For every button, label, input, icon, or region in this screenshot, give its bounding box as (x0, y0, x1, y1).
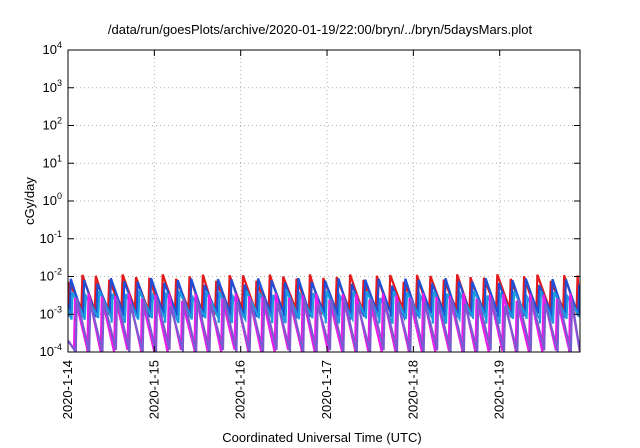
x-tick-label: 2020-1-16 (233, 360, 248, 419)
x-tick-label: 2020-1-14 (60, 360, 75, 419)
series-line (68, 289, 580, 325)
y-tick-label: 100 (43, 191, 62, 208)
y-tick-label: 102 (43, 116, 62, 133)
y-tick-label: 10-1 (40, 229, 62, 246)
x-axis: 2020-1-14 2020-1-15 2020-1-16 2020-1-17 2020… (60, 50, 507, 419)
y-tick-label: 10-4 (40, 342, 62, 359)
y-tick-label: 104 (43, 40, 62, 57)
y-tick-label: 101 (43, 153, 62, 170)
chart-title: /data/run/goesPlots/archive/2020-01-19/2… (108, 22, 533, 37)
x-axis-label: Coordinated Universal Time (UTC) (222, 430, 421, 445)
series-line (68, 277, 580, 322)
y-tick-label: 103 (43, 78, 62, 95)
x-tick-label: 2020-1-17 (319, 360, 334, 419)
x-tick-label: 2020-1-19 (492, 360, 507, 419)
y-axis-label: cGy/day (22, 177, 37, 225)
y-axis: 104 103 102 101 100 10-1 10-2 10-3 10-4 (40, 40, 580, 359)
y-tick-label: 10-2 (40, 267, 62, 284)
series-line (68, 298, 580, 352)
x-tick-label: 2020-1-18 (405, 360, 420, 419)
series-line (68, 274, 580, 316)
x-tick-label: 2020-1-15 (146, 360, 161, 419)
series-line (68, 293, 580, 352)
y-tick-label: 10-3 (40, 304, 62, 321)
series-group (68, 274, 580, 352)
